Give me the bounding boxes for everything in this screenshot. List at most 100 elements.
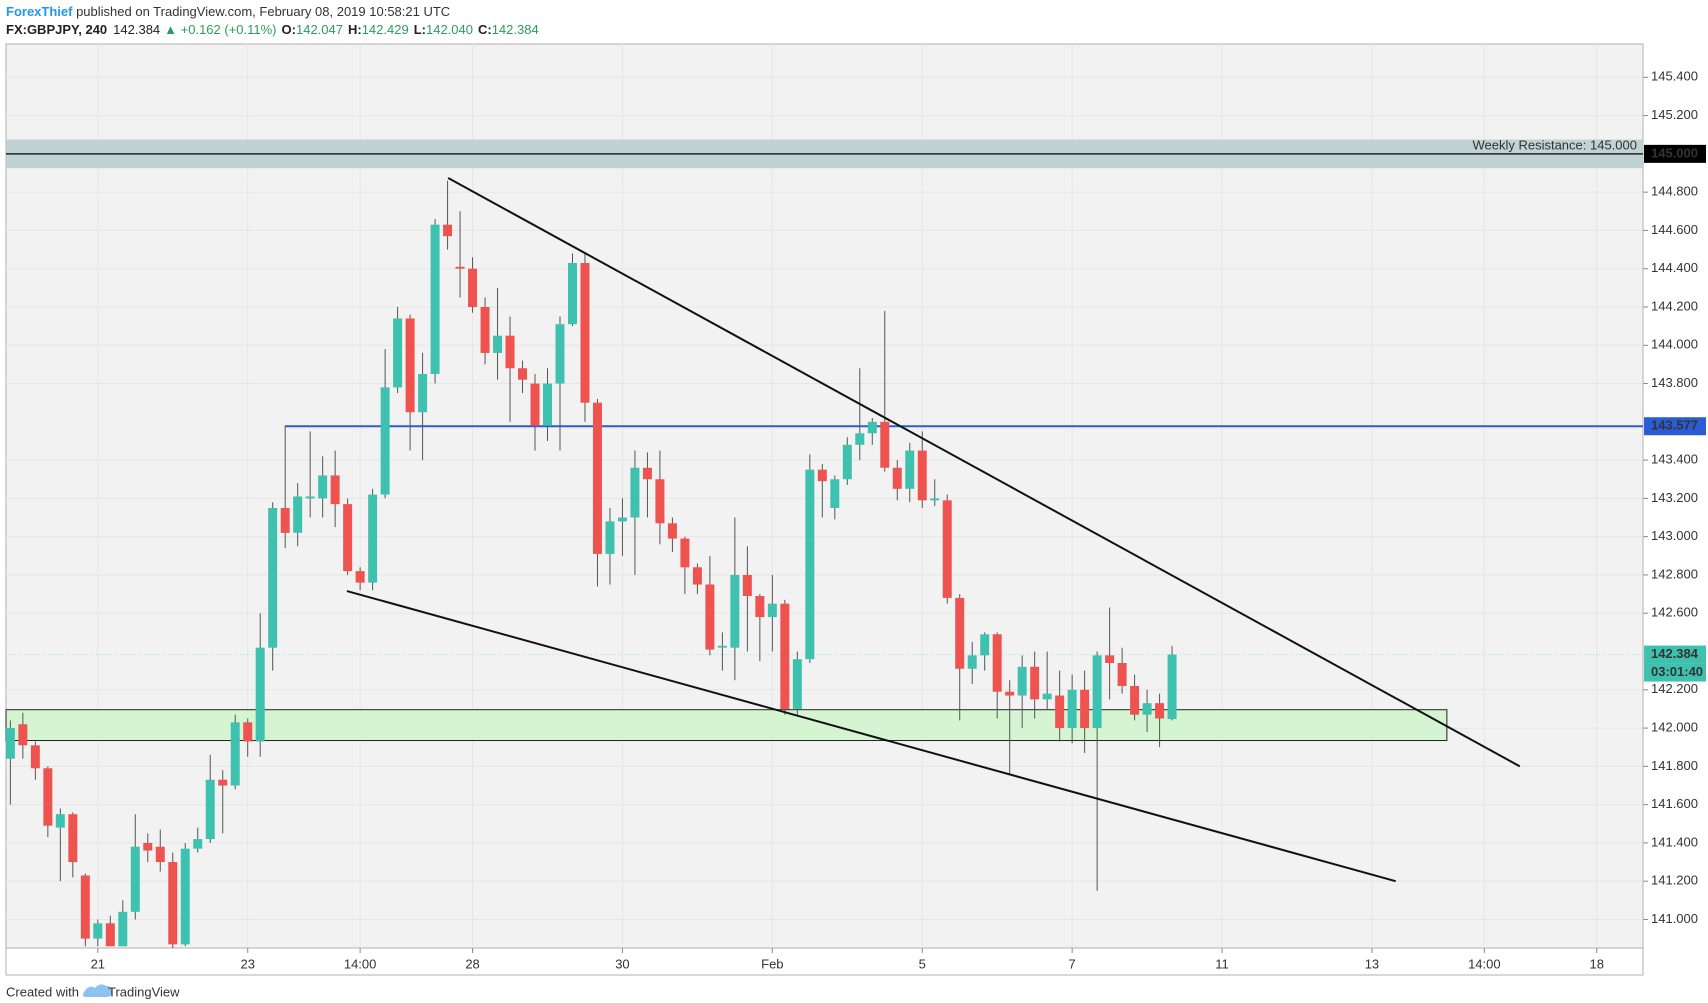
candle-body xyxy=(268,507,278,648)
candle-body xyxy=(767,603,777,618)
y-tick-label: 142.200 xyxy=(1651,681,1698,696)
x-tick-label: 28 xyxy=(465,956,479,971)
trendline xyxy=(346,590,1396,883)
y-tick-label: 143.200 xyxy=(1651,490,1698,505)
candle-body xyxy=(443,224,453,237)
candle-body xyxy=(5,728,15,759)
author: ForexThief xyxy=(6,4,73,19)
candle-body xyxy=(1092,655,1102,729)
candle-body xyxy=(1030,666,1040,700)
candle-body xyxy=(105,923,115,947)
candle-body xyxy=(118,911,128,947)
candle-body xyxy=(1105,655,1115,663)
publish-line: ForexThief published on TradingView.com,… xyxy=(6,4,450,19)
price-label-bg xyxy=(1644,417,1706,436)
candle-body xyxy=(155,846,165,863)
candle-body xyxy=(967,655,977,669)
candle-body xyxy=(205,779,215,840)
candle-body xyxy=(1130,685,1140,715)
candle-body xyxy=(955,597,965,669)
candle-body xyxy=(667,523,677,539)
price-label: 03:01:40 xyxy=(1651,664,1703,679)
candle-body xyxy=(505,335,515,369)
brand: TradingView xyxy=(108,984,180,999)
candle-body xyxy=(842,444,852,480)
candle-body xyxy=(1017,666,1027,696)
y-tick-label: 144.200 xyxy=(1651,298,1698,313)
candle-body xyxy=(730,574,740,648)
candle-body xyxy=(93,923,103,939)
y-tick-label: 141.800 xyxy=(1651,758,1698,773)
candle-body xyxy=(867,421,877,434)
candle-body xyxy=(655,479,665,524)
candle-body xyxy=(430,224,440,374)
quote-label: L: xyxy=(414,22,426,37)
candle-body xyxy=(280,507,290,533)
y-tick-label: 143.400 xyxy=(1651,452,1698,467)
candle-body xyxy=(692,567,702,585)
candle-body xyxy=(530,383,540,426)
candle-body xyxy=(880,421,890,468)
trendline xyxy=(447,177,1521,768)
price-label: 142.384 xyxy=(1651,646,1699,661)
x-tick-label: 14:00 xyxy=(1468,956,1501,971)
candle-body xyxy=(1117,662,1127,686)
candle-body xyxy=(393,318,403,388)
candle-body xyxy=(942,500,952,598)
change: ▲ +0.162 (+0.11%) xyxy=(164,22,276,37)
candle-body xyxy=(30,745,40,769)
candle-body xyxy=(892,467,902,489)
candle-body xyxy=(930,498,940,501)
resistance-text: Weekly Resistance: 145.000 xyxy=(1472,137,1637,152)
candle-body xyxy=(543,383,552,426)
candle-body xyxy=(343,504,353,572)
last: 142.384 xyxy=(113,22,160,37)
candle-body xyxy=(805,469,815,660)
x-tick-label: 21 xyxy=(91,956,105,971)
plot-background xyxy=(6,44,1643,948)
candle-body xyxy=(1142,703,1152,715)
candle-body xyxy=(792,659,802,709)
y-tick-label: 144.000 xyxy=(1651,337,1698,352)
candle-body xyxy=(642,467,652,480)
symbol: FX:GBPJPY, 240 xyxy=(6,22,107,37)
candle-body xyxy=(680,538,690,568)
candle-body xyxy=(168,862,178,945)
candle-body xyxy=(780,603,790,709)
quote-label: H: xyxy=(348,22,362,37)
candle-body xyxy=(18,724,28,746)
candle-body xyxy=(1005,691,1015,696)
tradingview-logo xyxy=(82,984,112,997)
y-tick-label: 141.000 xyxy=(1651,911,1698,926)
price-label: 143.577 xyxy=(1651,418,1698,433)
candle-body xyxy=(243,722,253,742)
candle-body xyxy=(380,387,390,495)
candle-body xyxy=(218,779,228,786)
y-tick-label: 142.000 xyxy=(1651,720,1698,735)
candle-body xyxy=(630,467,640,518)
x-tick-label: 7 xyxy=(1069,956,1076,971)
candle-body xyxy=(742,574,752,597)
publish-info: published on TradingView.com, February 0… xyxy=(72,4,450,19)
y-tick-label: 141.600 xyxy=(1651,796,1698,811)
x-tick-label: 13 xyxy=(1365,956,1379,971)
candle-body xyxy=(1055,695,1065,729)
candle-body xyxy=(592,402,602,554)
candle-body xyxy=(917,450,927,501)
candle-body xyxy=(193,839,203,849)
candle-body xyxy=(368,494,378,583)
candle-body xyxy=(130,846,140,912)
quote-value: 142.384 xyxy=(492,22,539,37)
candle-body xyxy=(293,496,303,533)
candle-body xyxy=(717,645,727,648)
candle-body xyxy=(567,262,577,325)
quote-value: 142.047 xyxy=(296,22,343,37)
candle-body xyxy=(55,814,65,828)
candle-body xyxy=(817,469,827,482)
candle-body xyxy=(617,517,627,522)
candle-body xyxy=(905,450,915,489)
price-label-bg xyxy=(1644,144,1706,163)
candle-body xyxy=(455,266,465,269)
candle-body xyxy=(1155,703,1165,719)
